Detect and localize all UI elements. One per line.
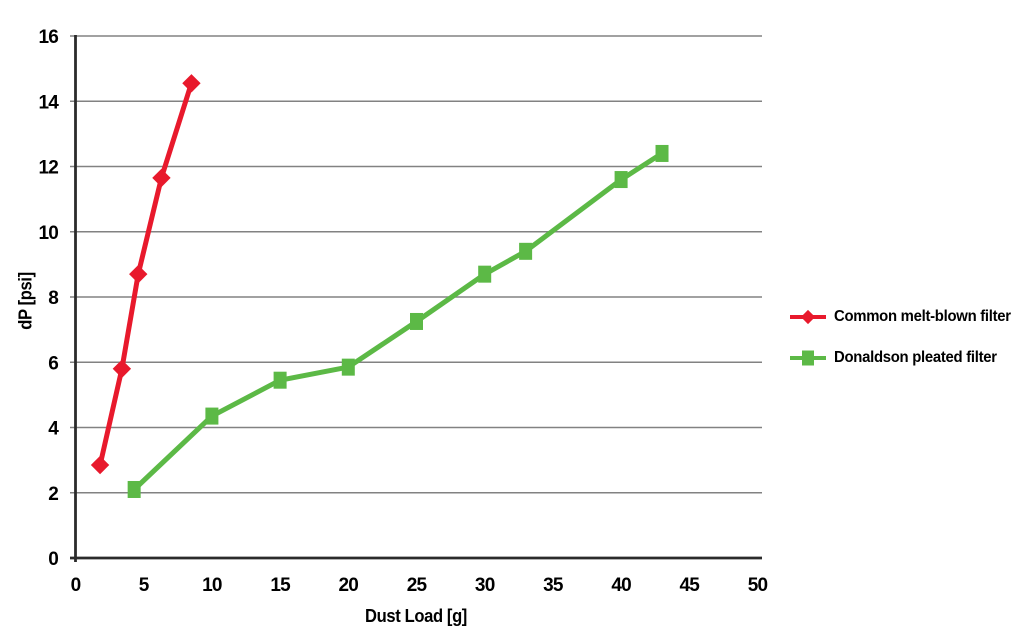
series-common-melt-blown-filter [90, 74, 201, 475]
y-tick-label: 14 [38, 92, 59, 113]
data-point-marker [127, 480, 141, 498]
x-tick-label: 35 [543, 575, 564, 596]
legend-diamond-marker [800, 309, 816, 325]
legend-label-pleated: Donaldson pleated filter [834, 349, 997, 366]
y-tick-label: 16 [38, 27, 58, 48]
x-tick-label: 45 [680, 575, 701, 596]
legend-item-pleated: Donaldson pleated filter [790, 349, 1024, 367]
data-point-marker [614, 171, 628, 189]
x-tick-label: 5 [139, 575, 150, 596]
data-point-marker [182, 74, 201, 93]
x-tick-label: 0 [71, 575, 81, 596]
x-tick-label: 40 [611, 575, 631, 596]
y-tick-label: 4 [48, 419, 59, 440]
series-line [131, 150, 665, 492]
x-tick-labels-group: 0 5 10 15 20 25 30 35 40 45 50 [71, 575, 769, 596]
data-point-marker [112, 359, 132, 378]
y-tick-label: 8 [48, 288, 58, 309]
data-point-marker [478, 265, 492, 283]
data-point-marker [273, 371, 287, 389]
x-tick-label: 50 [748, 575, 768, 596]
legend-item-melt-blown: Common melt-blown filter [790, 308, 1024, 326]
y-axis-title: dP [psi] [15, 272, 36, 330]
y-tick-label: 2 [48, 484, 58, 505]
axes-group [70, 35, 762, 562]
series-donaldson-pleated-filter [127, 144, 669, 498]
gridlines-group [70, 35, 762, 494]
data-point-marker [655, 144, 669, 162]
series-group [90, 74, 669, 498]
x-tick-label: 30 [475, 575, 495, 596]
x-tick-label: 25 [407, 575, 428, 596]
y-tick-labels-group: 0 2 4 6 8 10 12 14 16 [38, 27, 60, 570]
data-point-marker [341, 358, 355, 376]
y-tick-label: 10 [38, 223, 58, 244]
x-axis-title: Dust Load [g] [365, 606, 467, 626]
data-point-marker [90, 455, 110, 475]
data-point-marker [519, 242, 533, 260]
data-point-marker [129, 264, 148, 284]
data-point-marker [205, 407, 219, 425]
x-tick-label: 15 [270, 575, 291, 596]
red-diamond-line-icon [790, 308, 826, 326]
x-tick-label: 10 [202, 575, 222, 596]
x-tick-label: 20 [339, 575, 359, 596]
legend-label-melt-blown: Common melt-blown filter [834, 308, 1011, 325]
y-tick-label: 12 [38, 158, 58, 179]
green-square-line-icon [790, 349, 826, 367]
y-tick-label: 6 [48, 353, 58, 374]
data-point-marker [152, 168, 171, 188]
y-tick-label: 0 [48, 549, 58, 570]
legend-square-marker [802, 350, 814, 366]
legend: Common melt-blown filter Donaldson pleat… [790, 308, 1024, 367]
data-point-marker [410, 312, 423, 330]
